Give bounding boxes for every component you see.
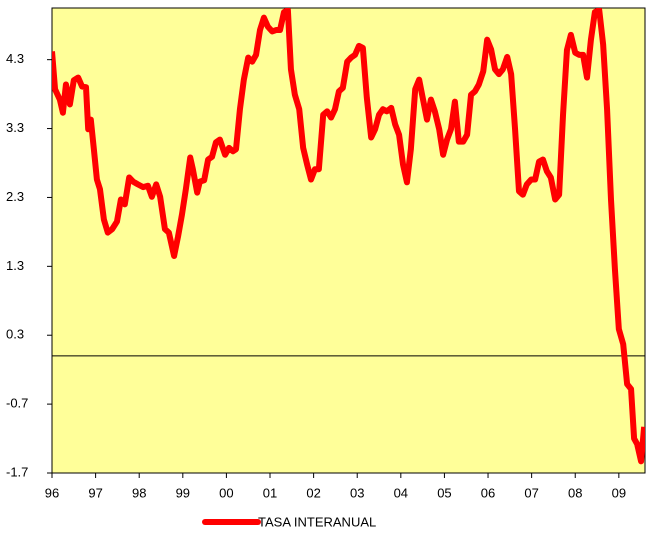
y-tick-label: -0.7 (6, 396, 28, 411)
x-tick-label: 09 (612, 485, 626, 500)
x-tick-label: 96 (45, 485, 59, 500)
x-tick-label: 00 (219, 485, 233, 500)
x-tick-label: 08 (568, 485, 582, 500)
x-tick-label: 99 (176, 485, 190, 500)
x-tick-label: 05 (437, 485, 451, 500)
y-tick-label: 0.3 (6, 327, 24, 342)
plot-area (51, 7, 646, 474)
x-tick-label: 04 (394, 485, 408, 500)
x-tick-label: 06 (481, 485, 495, 500)
legend-label: TASA INTERANUAL (258, 514, 376, 529)
x-tick-label: 98 (132, 485, 146, 500)
y-tick-label: 3.3 (6, 120, 24, 135)
y-tick-label: 1.3 (6, 258, 24, 273)
x-tick-label: 01 (263, 485, 277, 500)
x-tick-label: 07 (524, 485, 538, 500)
line-series (52, 8, 645, 465)
y-tick-label: -1.7 (6, 464, 28, 479)
series-group (52, 8, 645, 465)
x-tick-label: 02 (306, 485, 320, 500)
y-tick-label: 4.3 (6, 51, 24, 66)
y-tick-label: 2.3 (6, 189, 24, 204)
x-tick-label: 03 (350, 485, 364, 500)
x-tick-label: 97 (88, 485, 102, 500)
